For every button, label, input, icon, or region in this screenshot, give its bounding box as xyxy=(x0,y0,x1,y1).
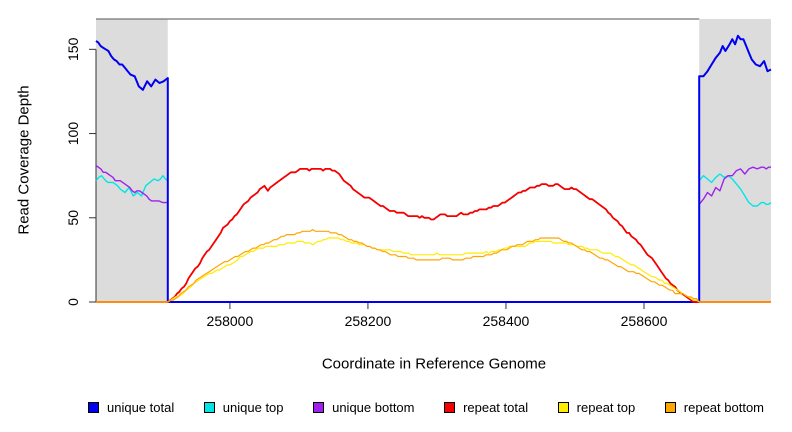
chart-legend: unique total unique top unique bottom repea… xyxy=(88,397,764,417)
y-tick-label: 100 xyxy=(65,122,81,146)
legend-item-repeat-top: repeat top xyxy=(557,399,636,415)
series-line-unique-total xyxy=(95,34,772,303)
legend-label: unique total xyxy=(107,399,175,415)
series-line-repeat-total xyxy=(96,168,771,303)
legend-item-repeat-total: repeat total xyxy=(444,400,528,415)
legend-item-unique-bottom: unique bottom xyxy=(313,399,415,415)
legend-swatch xyxy=(444,401,456,413)
y-tick-label: 50 xyxy=(65,210,81,226)
shaded-region-right xyxy=(699,19,771,302)
legend-label: unique bottom xyxy=(332,399,415,415)
legend-swatch xyxy=(203,401,215,413)
legend-swatch xyxy=(664,401,676,413)
y-tick-label: 150 xyxy=(65,37,81,61)
legend-swatch xyxy=(88,401,99,413)
y-axis-label: Read Coverage Depth xyxy=(15,85,33,235)
legend-item-unique-total: unique total xyxy=(88,400,174,415)
legend-label: unique top xyxy=(222,399,284,415)
legend-swatch xyxy=(313,401,325,413)
legend-label: repeat total xyxy=(463,399,529,415)
x-tick-label: 258400 xyxy=(483,313,530,329)
y-tick-label: 0 xyxy=(65,298,81,306)
legend-label: repeat top xyxy=(576,399,636,415)
x-tick-label: 258600 xyxy=(621,313,668,329)
legend-swatch xyxy=(557,401,569,413)
series-line-repeat-bottom xyxy=(96,229,771,303)
series-line-unique-top xyxy=(95,173,772,303)
shaded-region-left xyxy=(96,19,168,302)
x-tick-label: 258200 xyxy=(345,313,392,329)
legend-item-unique-top: unique top xyxy=(203,399,284,415)
legend-item-repeat-bottom: repeat bottom xyxy=(664,399,764,415)
series-line-repeat-top xyxy=(96,237,771,303)
x-tick-label: 258000 xyxy=(207,313,254,329)
series-line-unique-bottom xyxy=(95,165,771,303)
legend-label: repeat bottom xyxy=(683,399,764,415)
x-axis-label: Coordinate in Reference Genome xyxy=(321,355,547,373)
